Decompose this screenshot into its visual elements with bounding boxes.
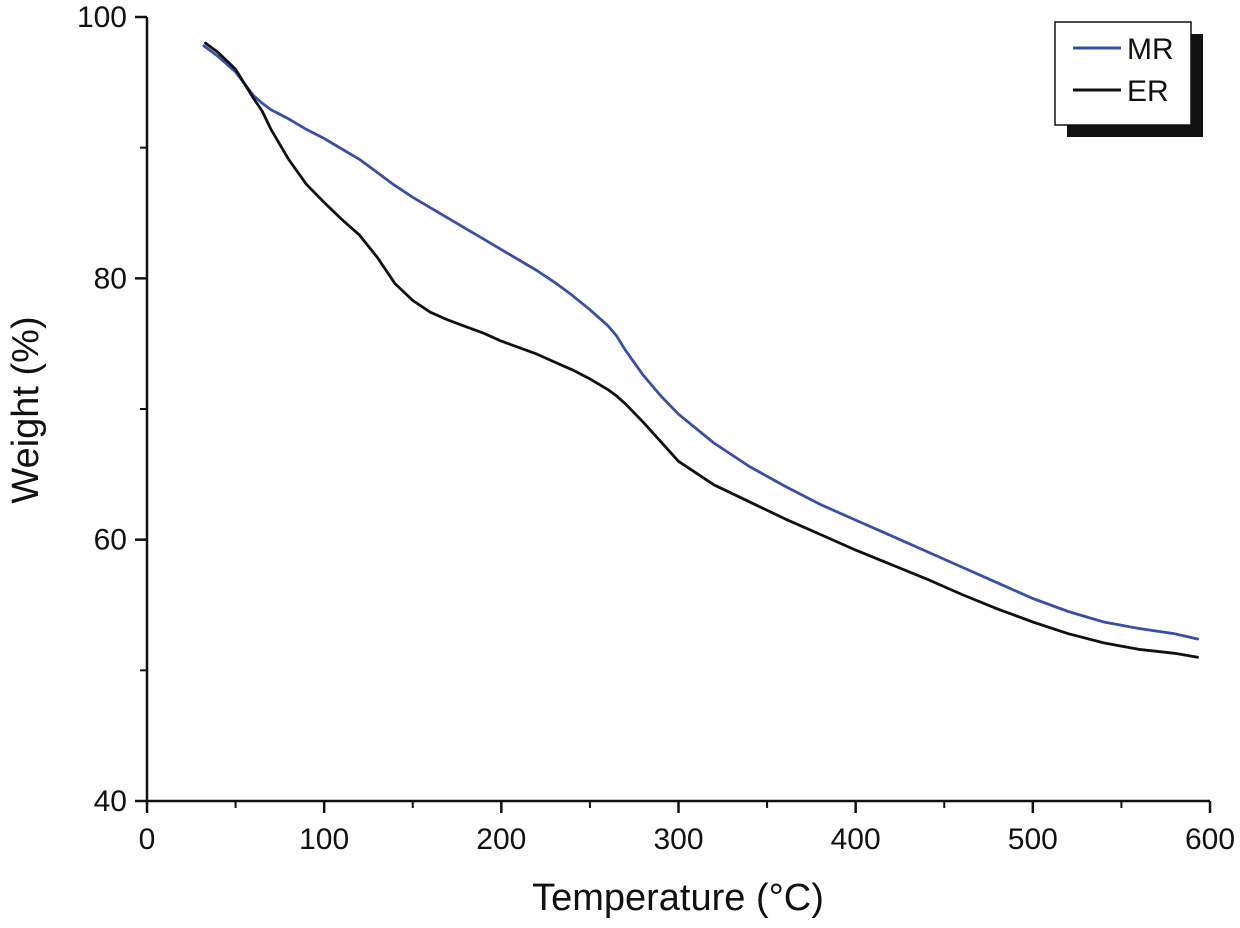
x-tick-label: 200 [476,823,526,856]
y-tick-label: 80 [94,262,127,295]
y-axis-title: Weight (%) [5,316,47,503]
series-layer [202,41,1199,659]
y-tick-label: 40 [94,785,127,818]
legend-label-mr: MR [1127,33,1174,66]
x-axis-title: Temperature (°C) [532,877,824,919]
x-tick-label: 500 [1008,823,1058,856]
axes: 0 100 200 300 400 500 600 40 60 80 100 [77,1,1235,856]
legend-box [1054,21,1192,126]
y-tick-label: 60 [94,524,127,557]
x-tick-label: 400 [831,823,881,856]
x-tick-label: 600 [1185,823,1235,856]
y-tick-label: 100 [77,1,127,34]
x-tick-label: 100 [299,823,349,856]
series-line-er [204,41,1199,659]
series-line-mr [202,44,1199,641]
x-tick-label: 300 [653,823,703,856]
legend-label-er: ER [1127,75,1169,108]
legend: MR ER [1054,21,1203,137]
x-tick-label: 0 [139,823,156,856]
